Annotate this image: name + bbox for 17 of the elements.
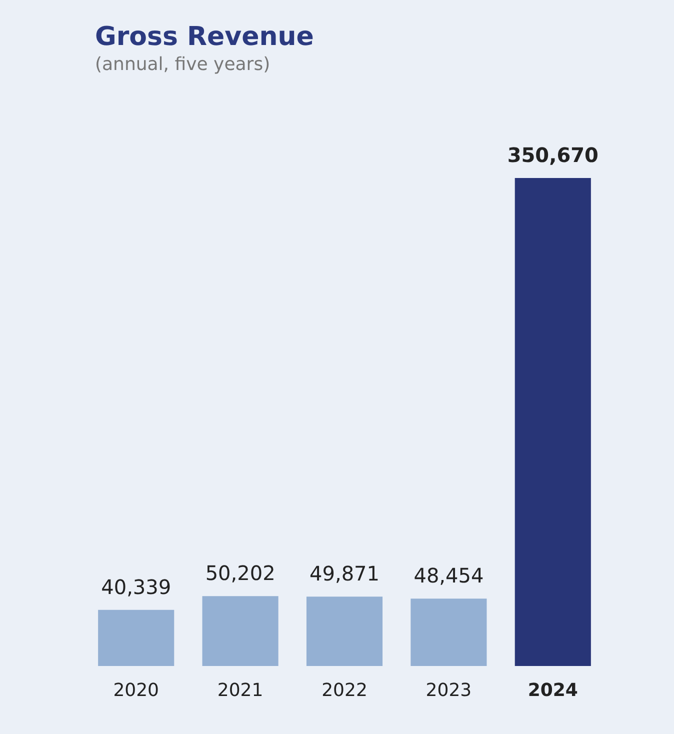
data-label: 49,871 — [310, 562, 380, 586]
chart-title: Gross Revenue — [95, 22, 314, 52]
x-tick-label: 2024 — [528, 680, 578, 701]
x-tick-label: 2022 — [322, 680, 368, 701]
data-label: 48,454 — [414, 564, 484, 588]
data-label: 50,202 — [205, 561, 276, 586]
bar — [514, 178, 591, 666]
bar — [98, 610, 174, 666]
x-tick-label: 2023 — [426, 680, 472, 701]
data-label: 40,339 — [101, 574, 172, 599]
data-label: 350,670 — [507, 143, 598, 167]
bar — [202, 596, 278, 666]
bar — [410, 598, 487, 666]
x-tick-label: 2020 — [113, 680, 160, 701]
chart-subtitle: (annual, five years) — [95, 54, 270, 75]
bar — [306, 596, 383, 666]
x-tick-label: 2021 — [217, 680, 264, 701]
